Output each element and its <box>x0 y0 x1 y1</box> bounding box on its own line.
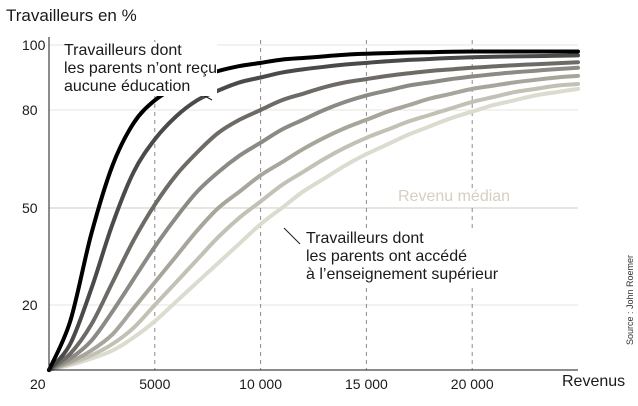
series-line-5 <box>47 73 580 372</box>
series-line-7 <box>47 86 580 372</box>
annotation-higher-education: Travailleurs dont les parents ont accédé… <box>306 230 499 284</box>
x-origin-label: 20 <box>30 376 46 392</box>
y-tick-label: 50 <box>22 200 38 216</box>
source-credit: Source : John Roemer <box>625 254 635 345</box>
series-line-4 <box>47 65 580 372</box>
x-tick-label: 15 000 <box>345 376 388 392</box>
series-line-1 <box>47 49 580 372</box>
annotation-leader-bottom <box>283 227 301 245</box>
y-axis-title: Travailleurs en % <box>6 6 137 25</box>
y-tick-label: 20 <box>22 297 38 313</box>
y-tick-label: 80 <box>22 102 38 118</box>
annotation-no-education: Travailleurs dont les parents n’ont reçu… <box>64 42 217 96</box>
y-tick-label: 100 <box>22 37 46 53</box>
series-line-2 <box>47 53 580 372</box>
x-axis-title: Revenus <box>562 373 626 390</box>
x-tick-label: 10 000 <box>239 376 282 392</box>
series-lines <box>47 49 580 372</box>
series-line-6 <box>47 82 580 372</box>
median-label: Revenu médian <box>396 188 513 206</box>
series-line-3 <box>47 60 580 372</box>
axes: 20 50 80 100 5000 10 000 15 000 20 000 20 <box>22 37 578 392</box>
x-tick-label: 5000 <box>139 376 170 392</box>
x-tick-label: 20 000 <box>451 376 494 392</box>
